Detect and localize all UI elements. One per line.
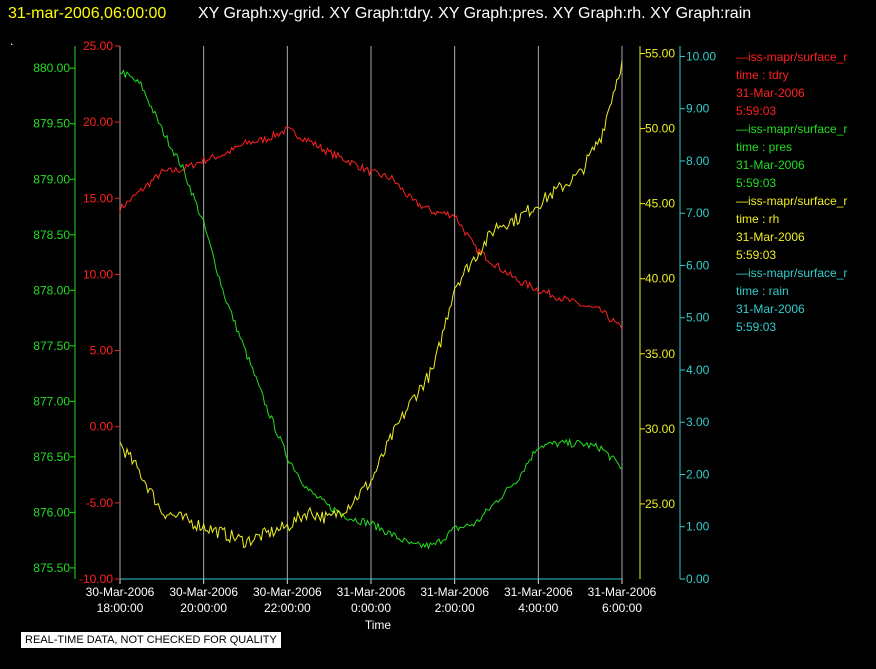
tdry-axis-tick-label: -5.00 — [86, 496, 114, 510]
rain-axis-tick-label: 7.00 — [686, 206, 710, 220]
current-timestamp: 31-mar-2006,06:00:00 — [8, 5, 167, 22]
x-tick-label-time: 20:00:00 — [180, 601, 227, 615]
x-tick-label-time: 6:00:00 — [602, 601, 642, 615]
rain-axis-tick-label: 10.00 — [686, 49, 716, 63]
tdry-axis-tick-label: 10.00 — [83, 267, 113, 281]
x-tick-label-date: 30-Mar-2006 — [169, 585, 238, 599]
legend-field: time : pres — [736, 140, 793, 154]
x-tick-label-time: 22:00:00 — [264, 601, 311, 615]
tdry-axis-tick-label: 5.00 — [90, 344, 114, 358]
rain-axis-tick-label: 4.00 — [686, 363, 710, 377]
rh-axis-tick-label: 55.00 — [645, 47, 675, 61]
rain-axis-tick-label: 5.00 — [686, 311, 710, 325]
pres-axis-tick-label: 879.50 — [33, 117, 70, 131]
pres-axis-tick-label: 877.00 — [33, 394, 70, 408]
rh-axis-tick-label: 45.00 — [645, 197, 675, 211]
x-tick-label-date: 31-Mar-2006 — [588, 585, 657, 599]
x-tick-label-time: 0:00:00 — [351, 601, 391, 615]
status-dot: . — [10, 34, 14, 48]
legend-field: time : rh — [736, 212, 780, 226]
x-tick-label-date: 31-Mar-2006 — [504, 585, 573, 599]
pres-axis-tick-label: 875.50 — [33, 561, 70, 575]
rh-axis-tick-label: 30.00 — [645, 422, 675, 436]
legend-time: 5:59:03 — [736, 320, 777, 334]
legend-name: —iss-mapr/surface_r — [736, 266, 848, 280]
x-tick-label-date: 31-Mar-2006 — [420, 585, 489, 599]
series-rh-line — [119, 60, 623, 549]
legend-date: 31-Mar-2006 — [736, 86, 805, 100]
quality-disclaimer: REAL-TIME DATA, NOT CHECKED FOR QUALITY — [20, 631, 282, 649]
series-pres-line — [119, 69, 623, 550]
legend-date: 31-Mar-2006 — [736, 230, 805, 244]
x-tick-label-time: 2:00:00 — [435, 601, 475, 615]
x-tick-label-date: 31-Mar-2006 — [337, 585, 406, 599]
tdry-axis-tick-label: 20.00 — [83, 115, 113, 129]
legend-field: time : tdry — [736, 68, 789, 82]
rh-axis-tick-label: 40.00 — [645, 272, 675, 286]
pres-axis-tick-label: 879.00 — [33, 172, 70, 186]
tdry-axis-tick-label: -10.00 — [79, 572, 113, 586]
pres-axis-tick-label: 876.50 — [33, 450, 70, 464]
legend-time: 5:59:03 — [736, 176, 777, 190]
pres-axis-tick-label: 878.50 — [33, 228, 70, 242]
legend-name: —iss-mapr/surface_r — [736, 194, 848, 208]
tdry-axis-tick-label: 15.00 — [83, 191, 113, 205]
rain-axis-tick-label: 6.00 — [686, 258, 710, 272]
x-tick-label-time: 4:00:00 — [518, 601, 558, 615]
legend-name: —iss-mapr/surface_r — [736, 50, 848, 64]
x-tick-label-time: 18:00:00 — [97, 601, 144, 615]
pres-axis-tick-label: 880.00 — [33, 61, 70, 75]
pres-axis-tick-label: 877.50 — [33, 339, 70, 353]
x-tick-label-date: 30-Mar-2006 — [86, 585, 155, 599]
legend-field: time : rain — [736, 284, 789, 298]
legend-date: 31-Mar-2006 — [736, 302, 805, 316]
rh-axis-tick-label: 50.00 — [645, 122, 675, 136]
tdry-axis-tick-label: 25.00 — [83, 39, 113, 53]
rain-axis-tick-label: 1.00 — [686, 520, 710, 534]
series-tdry-line — [119, 126, 623, 330]
tdry-axis-tick-label: 0.00 — [90, 420, 114, 434]
legend-date: 31-Mar-2006 — [736, 158, 805, 172]
rain-axis-tick-label: 3.00 — [686, 415, 710, 429]
legend-time: 5:59:03 — [736, 104, 777, 118]
x-axis-label: Time — [365, 618, 392, 632]
pres-axis-tick-label: 878.00 — [33, 283, 70, 297]
x-tick-label-date: 30-Mar-2006 — [253, 585, 322, 599]
title-bar: 31-mar-2006,06:00:00 XY Graph:xy-grid. X… — [0, 0, 876, 28]
rain-axis-tick-label: 0.00 — [686, 572, 710, 586]
rain-axis-tick-label: 8.00 — [686, 154, 710, 168]
pres-axis-tick-label: 876.00 — [33, 505, 70, 519]
legend-name: —iss-mapr/surface_r — [736, 122, 848, 136]
rh-axis-tick-label: 25.00 — [645, 497, 675, 511]
rh-axis-tick-label: 35.00 — [645, 347, 675, 361]
rain-axis-tick-label: 9.00 — [686, 102, 710, 116]
rain-axis-tick-label: 2.00 — [686, 467, 710, 481]
legend-time: 5:59:03 — [736, 248, 777, 262]
graph-titles: XY Graph:xy-grid. XY Graph:tdry. XY Grap… — [198, 5, 752, 22]
